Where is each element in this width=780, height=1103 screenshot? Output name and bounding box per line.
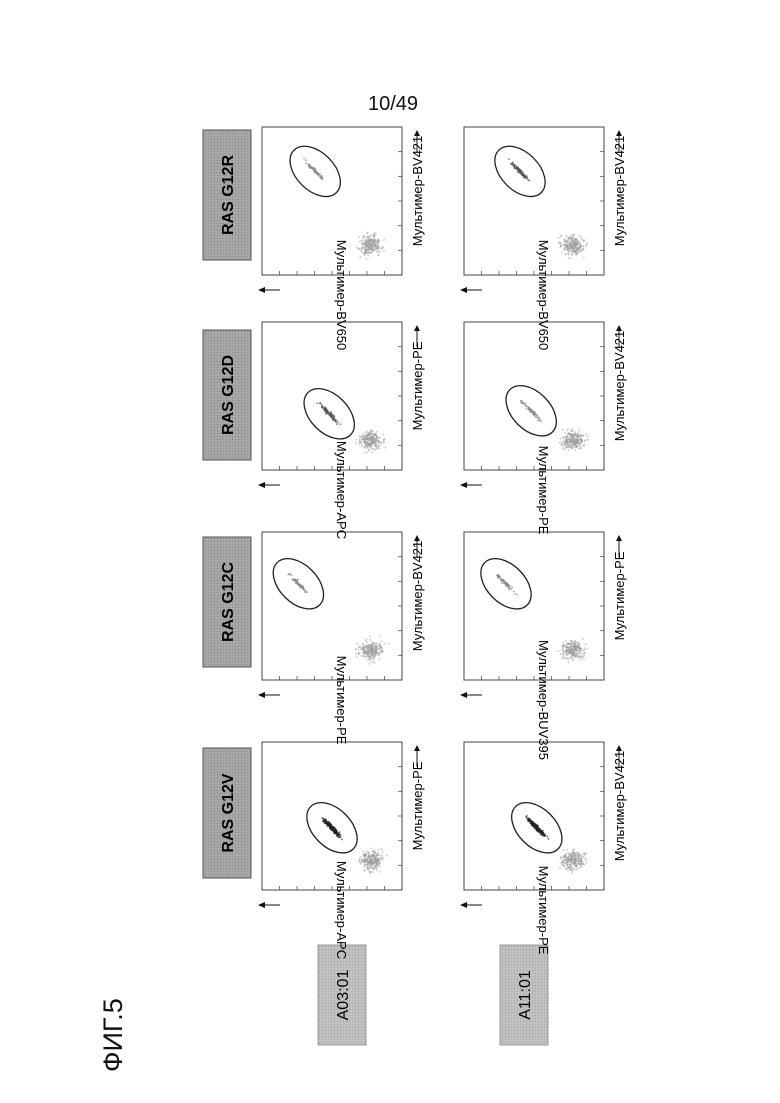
column-headers: RAS G12V RAS G12C RAS G12D RAS G12R	[203, 130, 251, 878]
flow-panel: Мультимер-BV421 Мультимер-PE	[460, 322, 627, 535]
column-header-0: RAS G12V	[203, 748, 251, 878]
axis-arrow-head	[414, 745, 420, 751]
figure-label: ФИГ.5	[98, 992, 138, 1072]
axis-arrow-head	[460, 692, 467, 698]
y-axis-label: Мультимер-PE	[334, 656, 349, 745]
axis-arrow-head	[414, 535, 420, 541]
x-axis-label: Мультимер-BV421	[612, 331, 627, 442]
y-axis-label: Мультимер-PE	[536, 446, 551, 535]
column-header-text: RAS G12C	[220, 562, 237, 642]
axis-arrow-head	[258, 692, 265, 698]
axis-arrow-head	[258, 482, 265, 488]
axis-arrow-head	[616, 535, 622, 541]
axis-arrow-head	[258, 902, 265, 908]
axis-arrow-head	[616, 130, 622, 136]
axis-arrow-head	[460, 287, 467, 293]
column-header-text: RAS G12V	[220, 773, 237, 852]
column-header-3: RAS G12R	[203, 130, 251, 260]
y-axis-label: Мультимер-BV650	[334, 240, 349, 351]
flow-panel: Мультимер-BV421 Мультимер-BV650	[460, 127, 627, 350]
row-label-text: A03:01	[335, 970, 352, 1021]
x-axis-label: Мультимер-PE	[410, 341, 425, 430]
axis-arrow-head	[460, 482, 467, 488]
y-axis-label: Мультимер-APC	[334, 441, 349, 539]
y-axis-label: Мультимер-BV650	[536, 240, 551, 351]
flow-panel: Мультимер-BV421 Мультимер-BV650	[258, 127, 425, 350]
x-axis-label: Мультимер-PE	[612, 551, 627, 640]
x-axis-label: Мультимер-BV421	[410, 136, 425, 247]
y-axis-label: Мультимер-APC	[334, 861, 349, 959]
y-axis-label: Мультимер-BUV395	[536, 640, 551, 760]
row-labels: A03:01 A11:01	[318, 945, 548, 1045]
flow-panel: Мультимер-PE Мультимер-APC	[258, 322, 425, 539]
axis-arrow-head	[414, 130, 420, 136]
row-label-0: A03:01	[318, 945, 366, 1045]
column-header-text: RAS G12R	[220, 155, 237, 235]
axis-arrow-head	[414, 325, 420, 331]
plot-panels: Мультимер-PEМультимер-APCМультимер-BV421…	[258, 127, 627, 959]
axis-arrow-head	[616, 745, 622, 751]
flow-panel: Мультимер-BV421 Мультимер-PE	[460, 742, 627, 955]
row-label-1: A11:01	[500, 945, 548, 1045]
axis-arrow-head	[616, 325, 622, 331]
column-header-text: RAS G12D	[220, 355, 237, 435]
y-axis-label: Мультимер-PE	[536, 866, 551, 955]
column-header-2: RAS G12D	[203, 330, 251, 460]
flow-panel: Мультимер-PE Мультимер-APC	[258, 742, 425, 959]
axis-arrow-head	[258, 287, 265, 293]
column-header-1: RAS G12C	[203, 537, 251, 667]
axis-arrow-head	[460, 902, 467, 908]
flow-panel: Мультимер-PE Мультимер-BUV395	[460, 532, 627, 760]
x-axis-label: Мультимер-BV421	[612, 136, 627, 247]
x-axis-label: Мультимер-BV421	[410, 541, 425, 652]
x-axis-label: Мультимер-PE	[410, 761, 425, 850]
row-label-text: A11:01	[517, 970, 534, 1020]
x-axis-label: Мультимер-BV421	[612, 751, 627, 862]
flow-panel: Мультимер-BV421 Мультимер-PE	[258, 532, 425, 745]
